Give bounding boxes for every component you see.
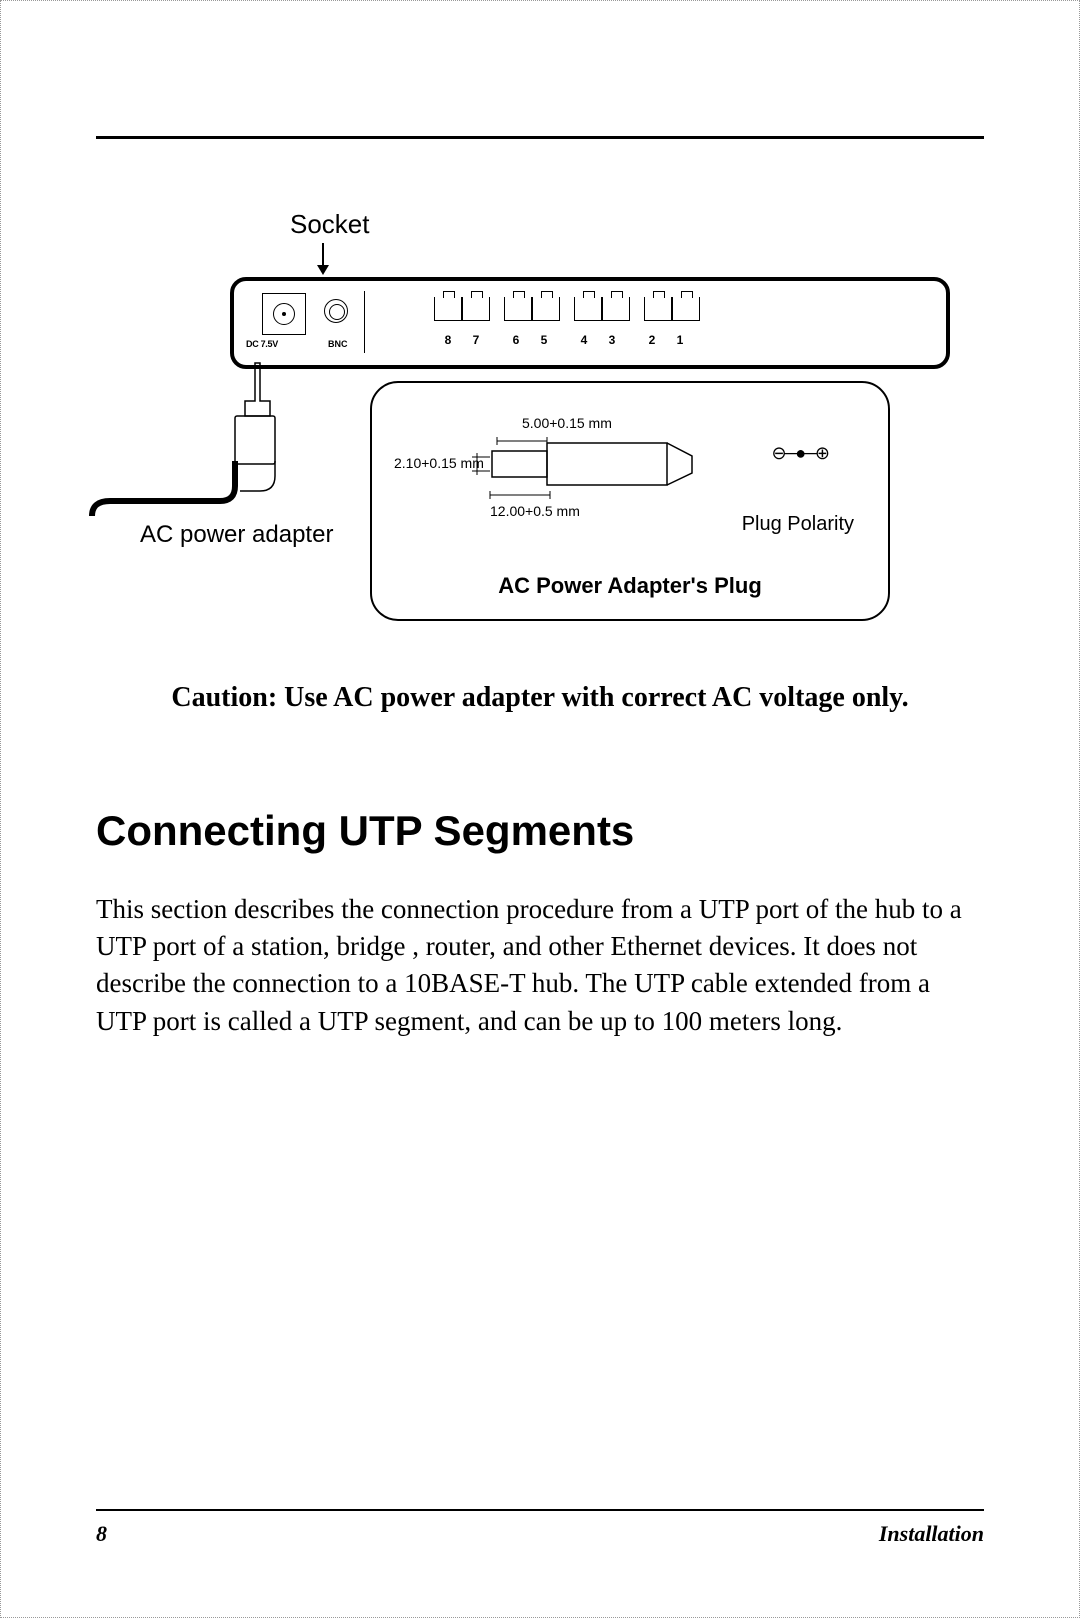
rj45-ports-row <box>434 297 712 321</box>
top-horizontal-rule <box>96 136 984 139</box>
footer-section-name: Installation <box>879 1521 984 1547</box>
power-cable-icon <box>80 361 360 591</box>
bnc-label: BNC <box>328 339 348 349</box>
socket-label: Socket <box>290 209 370 240</box>
document-page: Socket DC 7.5V BNC 87 65 43 21 <box>0 0 1080 1618</box>
plug-spec-box: 5.00+0.15 mm 2.10+0.15 mm 12.00+0.5 mm <box>370 381 890 621</box>
dc-socket-icon <box>262 293 306 335</box>
bnc-connector-icon <box>324 299 348 323</box>
page-number: 8 <box>96 1521 107 1547</box>
device-diagram: Socket DC 7.5V BNC 87 65 43 21 <box>100 199 980 639</box>
socket-arrow-icon <box>322 243 324 273</box>
caution-text: Caution: Use AC power adapter with corre… <box>136 679 944 717</box>
port-number-labels: 87 65 43 21 <box>434 333 694 347</box>
adapter-diagram-area: AC power adapter 5.00+0.15 mm 2.10+0.15 … <box>100 371 980 631</box>
panel-divider <box>364 291 365 353</box>
dc-voltage-label: DC 7.5V <box>246 339 278 349</box>
plug-drawing-icon <box>402 421 702 521</box>
polarity-symbol-icon: ⊖─●─⊕ <box>771 443 828 464</box>
plug-polarity-label: Plug Polarity <box>742 513 854 536</box>
hub-back-panel: DC 7.5V BNC 87 65 43 21 <box>230 277 950 369</box>
page-footer: 8 Installation <box>96 1501 984 1547</box>
body-paragraph: This section describes the connection pr… <box>96 891 978 1040</box>
adapter-label: AC power adapter <box>140 521 333 549</box>
plug-spec-title: AC Power Adapter's Plug <box>372 573 888 599</box>
bottom-horizontal-rule <box>96 1509 984 1511</box>
section-heading: Connecting UTP Segments <box>96 807 984 855</box>
